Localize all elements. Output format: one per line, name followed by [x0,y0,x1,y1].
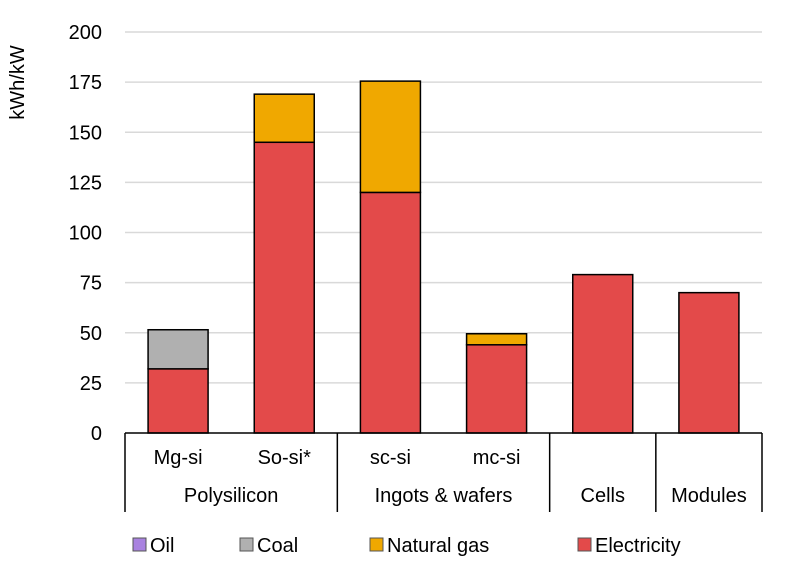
bar-natural-gas [465,333,528,346]
y-tick-label: 25 [80,373,102,395]
group-label: Modules [671,485,747,507]
legend-swatch [577,537,592,552]
y-tick-label: 75 [80,273,102,295]
group-label: Cells [581,485,625,507]
legend-label: Coal [257,535,298,557]
bar-electricity [147,368,209,434]
bar-electricity [572,273,634,434]
legend-label: Natural gas [387,535,489,557]
bar-coal [147,328,209,370]
legend-swatch [239,537,254,552]
bar-electricity [465,344,528,434]
legend-label: Electricity [595,535,681,557]
category-label: sc-si [370,447,411,469]
y-tick-label: 100 [69,223,102,245]
group-label: Ingots & wafers [375,485,513,507]
legend-swatch [132,537,147,552]
category-label: mc-si [473,447,521,469]
bar-electricity [253,141,315,434]
legend-label: Oil [150,535,174,557]
bar-natural-gas [253,93,315,144]
y-tick-label: 125 [69,172,102,194]
y-tick-label: 175 [69,72,102,94]
y-axis-label: kWh/kW [7,45,29,120]
bar-electricity [678,291,740,434]
bar-electricity [359,191,422,434]
category-label: Mg-si [154,447,203,469]
category-label: So-si* [258,447,312,469]
y-tick-label: 150 [69,122,102,144]
y-tick-label: 50 [80,323,102,345]
bar-natural-gas [359,80,422,194]
group-label: Polysilicon [184,485,278,507]
y-tick-label: 0 [91,423,102,445]
y-tick-label: 200 [69,22,102,44]
legend-swatch [369,537,384,552]
